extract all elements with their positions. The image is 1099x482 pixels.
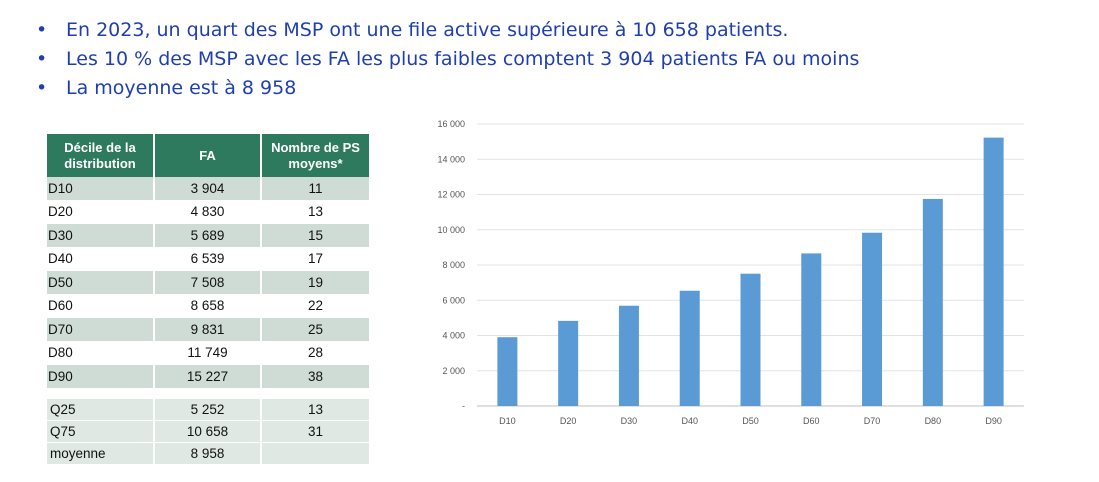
bullet-item: • Les 10 % des MSP avec les FA les plus f…	[36, 45, 859, 74]
cell-fa: 5 689	[154, 223, 262, 248]
cell-ps: 13	[261, 398, 369, 421]
table-row: D20 4 830 13	[47, 200, 369, 224]
x-tick-label: D50	[742, 416, 759, 426]
x-tick-label: D70	[864, 416, 881, 426]
y-tick-label: 8 000	[442, 260, 465, 270]
y-tick-label: 16 000	[437, 119, 465, 129]
cell-fa: 9 831	[154, 317, 262, 342]
cell-ps: 38	[261, 364, 369, 389]
header-ps: Nombre de PS moyens*	[261, 134, 369, 177]
table-row: D50 7 508 19	[47, 270, 369, 295]
cell-ps: 15	[261, 223, 369, 248]
table-row: D90 15 227 38	[47, 364, 369, 389]
cell-stat: moyenne	[47, 442, 155, 465]
cell-decile: D40	[47, 247, 155, 271]
bar	[679, 290, 700, 406]
cell-fa: 3 904	[154, 177, 262, 201]
x-tick-label: D60	[803, 416, 820, 426]
header-fa: FA	[154, 134, 262, 177]
x-tick-label: D90	[985, 416, 1002, 426]
cell-ps: 31	[261, 420, 369, 443]
summary-row: moyenne 8 958	[47, 442, 369, 465]
bullet-text: La moyenne est à 8 958	[66, 77, 297, 99]
cell-decile: D60	[47, 294, 155, 318]
bar	[862, 232, 883, 406]
cell-stat: Q25	[47, 398, 155, 421]
cell-ps: 19	[261, 270, 369, 295]
header-decile: Décile de la distribution	[47, 134, 155, 177]
table-spacer	[47, 388, 369, 399]
y-tick-label: 6 000	[442, 295, 465, 305]
cell-decile: D90	[47, 364, 155, 389]
bar	[801, 253, 822, 406]
bar	[740, 273, 761, 406]
bar	[922, 198, 943, 406]
y-tick-label: 10 000	[437, 225, 465, 235]
cell-decile: D50	[47, 270, 155, 295]
cell-ps: 17	[261, 247, 369, 271]
x-tick-label: D80	[925, 416, 942, 426]
bar	[558, 320, 579, 406]
cell-ps: 22	[261, 294, 369, 318]
bullet-text: Les 10 % des MSP avec les FA les plus fa…	[66, 48, 860, 70]
cell-ps: 13	[261, 200, 369, 224]
cell-ps: 11	[261, 177, 369, 201]
y-tick-label: 4 000	[442, 331, 465, 341]
cell-fa: 11 749	[154, 341, 262, 365]
bar	[983, 137, 1004, 406]
x-tick-label: D40	[681, 416, 698, 426]
summary-row: Q75 10 658 31	[47, 420, 369, 443]
table-row: D60 8 658 22	[47, 294, 369, 318]
decile-table: Décile de la distribution FA Nombre de P…	[47, 134, 369, 465]
cell-ps: 28	[261, 341, 369, 365]
x-tick-label: D20	[560, 416, 577, 426]
bullet-symbol: •	[36, 19, 48, 41]
cell-decile: D70	[47, 317, 155, 342]
table-row: D70 9 831 25	[47, 317, 369, 342]
bullet-symbol: •	[36, 48, 48, 70]
y-tick-label: 12 000	[437, 190, 465, 200]
bullet-item: • En 2023, un quart des MSP ont une file …	[36, 16, 859, 45]
cell-fa: 6 539	[154, 247, 262, 271]
bullet-text: En 2023, un quart des MSP ont une file a…	[66, 19, 789, 41]
cell-decile: D30	[47, 223, 155, 248]
cell-decile: D80	[47, 341, 155, 365]
cell-fa: 15 227	[154, 364, 262, 389]
cell-decile: D10	[47, 177, 155, 201]
cell-fa: 5 252	[154, 398, 262, 421]
y-tick-label: 2 000	[442, 366, 465, 376]
bullet-symbol: •	[36, 77, 48, 99]
cell-fa: 7 508	[154, 270, 262, 295]
table-row: D10 3 904 11	[47, 177, 369, 201]
bullet-list: • En 2023, un quart des MSP ont une file …	[36, 16, 859, 103]
cell-fa: 4 830	[154, 200, 262, 224]
cell-fa: 10 658	[154, 420, 262, 443]
table-row: D30 5 689 15	[47, 223, 369, 248]
bullet-item: • La moyenne est à 8 958	[36, 74, 859, 103]
table-row: D40 6 539 17	[47, 247, 369, 271]
cell-fa: 8 658	[154, 294, 262, 318]
cell-fa: 8 958	[154, 442, 262, 465]
cell-decile: D20	[47, 200, 155, 224]
bar	[618, 305, 639, 406]
table-row: D80 11 749 28	[47, 341, 369, 365]
y-tick-label: 14 000	[437, 154, 465, 164]
cell-ps: 25	[261, 317, 369, 342]
table-header-row: Décile de la distribution FA Nombre de P…	[47, 134, 369, 177]
y-tick-label: -	[462, 401, 465, 411]
x-tick-label: D10	[499, 416, 516, 426]
cell-ps	[261, 442, 369, 465]
bar	[497, 337, 518, 406]
cell-stat: Q75	[47, 420, 155, 443]
summary-row: Q25 5 252 13	[47, 398, 369, 421]
x-tick-label: D30	[621, 416, 638, 426]
